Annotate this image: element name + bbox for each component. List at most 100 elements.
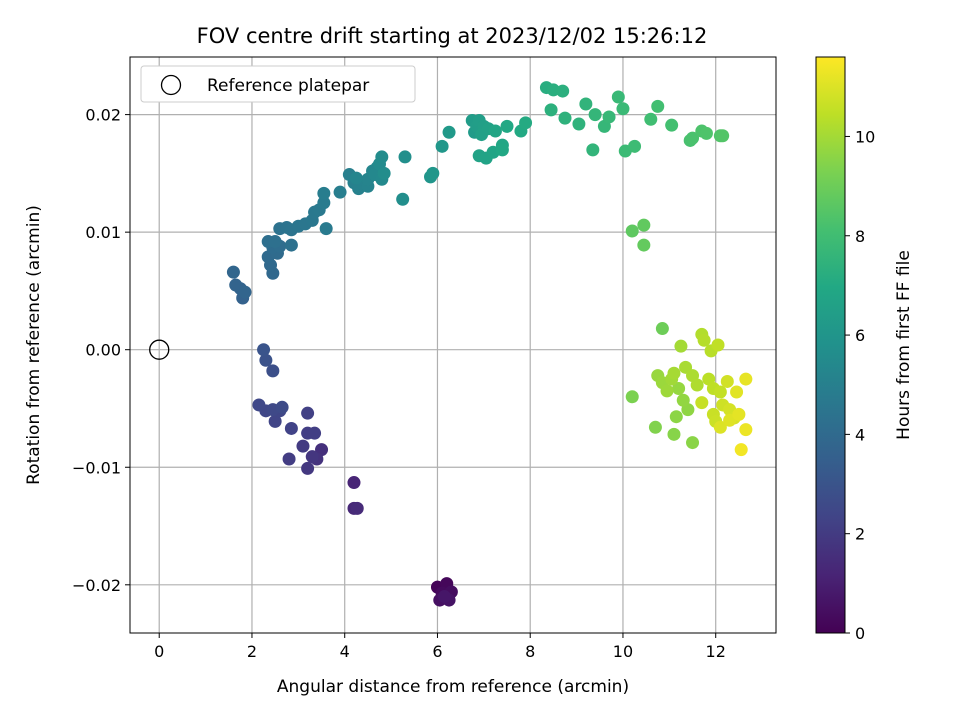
reference-point bbox=[149, 339, 170, 360]
data-point bbox=[229, 278, 243, 292]
data-point bbox=[238, 285, 252, 299]
data-point bbox=[544, 103, 558, 117]
data-point bbox=[616, 102, 630, 116]
data-point bbox=[317, 196, 331, 210]
y-tick-label: 0.00 bbox=[85, 341, 121, 360]
x-tick-label: 10 bbox=[613, 642, 633, 661]
data-point bbox=[676, 393, 690, 407]
data-point bbox=[686, 436, 700, 450]
legend[interactable]: Reference platepar bbox=[140, 65, 416, 103]
data-point bbox=[586, 143, 600, 157]
data-point bbox=[296, 439, 310, 453]
x-tick-label: 6 bbox=[432, 642, 442, 661]
y-tick-label: 0.01 bbox=[85, 223, 121, 242]
data-point bbox=[377, 166, 391, 180]
legend-box bbox=[140, 65, 416, 103]
data-point bbox=[667, 427, 681, 441]
colorbar: 0 2 4 6 8 10 Hours from first FF file bbox=[815, 56, 914, 643]
data-point bbox=[375, 150, 389, 164]
data-point bbox=[284, 238, 298, 252]
data-point bbox=[556, 84, 570, 98]
data-point bbox=[284, 421, 298, 435]
data-point bbox=[651, 99, 665, 113]
colorbar-tick-label: 10 bbox=[855, 127, 875, 146]
data-point bbox=[268, 235, 282, 249]
reference-platepar-marker bbox=[149, 339, 170, 360]
data-point bbox=[347, 476, 361, 490]
data-point bbox=[611, 90, 625, 104]
data-point bbox=[442, 125, 456, 139]
data-point bbox=[713, 385, 727, 399]
data-point bbox=[628, 139, 642, 153]
data-point bbox=[275, 400, 289, 414]
data-point bbox=[655, 322, 669, 336]
data-point bbox=[699, 126, 713, 140]
data-point bbox=[588, 108, 602, 122]
data-point bbox=[257, 343, 271, 357]
x-axis-ticks: 0 2 4 6 8 10 12 bbox=[154, 633, 726, 661]
data-point bbox=[697, 333, 711, 347]
data-point bbox=[695, 396, 709, 410]
data-point bbox=[637, 238, 651, 252]
data-point bbox=[690, 378, 704, 392]
data-point bbox=[713, 420, 727, 434]
x-axis-label: Angular distance from reference (arcmin) bbox=[277, 677, 629, 697]
data-point bbox=[720, 374, 734, 388]
data-point bbox=[333, 185, 347, 199]
data-point bbox=[732, 407, 746, 421]
x-tick-label: 2 bbox=[247, 642, 257, 661]
colorbar-tick-label: 0 bbox=[855, 624, 865, 643]
data-point bbox=[558, 111, 572, 125]
data-point bbox=[226, 265, 240, 279]
data-point bbox=[301, 461, 315, 475]
colorbar-gradient bbox=[815, 56, 846, 634]
data-point bbox=[625, 224, 639, 238]
data-point bbox=[660, 384, 674, 398]
data-point bbox=[669, 410, 683, 424]
data-points bbox=[226, 81, 753, 607]
data-point bbox=[716, 129, 730, 143]
y-tick-label: −0.01 bbox=[72, 458, 121, 477]
data-point bbox=[349, 171, 363, 185]
plot-frame bbox=[129, 56, 777, 634]
data-point bbox=[305, 450, 319, 464]
legend-entry-reference-platepar: Reference platepar bbox=[207, 76, 369, 96]
data-point bbox=[426, 166, 440, 180]
data-point bbox=[572, 117, 586, 131]
colorbar-ticks: 0 2 4 6 8 10 bbox=[845, 127, 875, 643]
data-point bbox=[734, 443, 748, 457]
data-point bbox=[252, 398, 266, 412]
data-point bbox=[266, 364, 280, 378]
data-point bbox=[711, 338, 725, 352]
x-tick-label: 8 bbox=[525, 642, 535, 661]
x-tick-label: 12 bbox=[706, 642, 726, 661]
data-point bbox=[723, 413, 737, 427]
data-point bbox=[667, 366, 681, 380]
data-point bbox=[519, 116, 533, 130]
y-tick-label: −0.02 bbox=[72, 576, 121, 595]
data-point bbox=[495, 143, 509, 157]
data-point bbox=[500, 119, 514, 133]
x-tick-label: 4 bbox=[340, 642, 350, 661]
colorbar-tick-label: 6 bbox=[855, 326, 865, 345]
colorbar-label: Hours from first FF file bbox=[894, 250, 914, 440]
data-point bbox=[739, 372, 753, 386]
data-point bbox=[437, 590, 451, 604]
data-point bbox=[602, 110, 616, 124]
data-point bbox=[282, 452, 296, 466]
data-point bbox=[350, 501, 364, 515]
y-tick-label: 0.02 bbox=[85, 106, 121, 125]
data-point bbox=[674, 339, 688, 353]
data-point bbox=[625, 390, 639, 404]
data-point bbox=[301, 406, 315, 420]
y-axis-label: Rotation from reference (arcmin) bbox=[24, 205, 44, 485]
x-tick-label: 0 bbox=[154, 642, 164, 661]
data-point bbox=[319, 222, 333, 236]
data-point bbox=[648, 420, 662, 434]
data-point bbox=[398, 150, 412, 164]
data-point bbox=[644, 112, 658, 126]
legend-marker bbox=[160, 74, 182, 96]
data-point bbox=[259, 353, 273, 367]
data-point bbox=[579, 97, 593, 111]
